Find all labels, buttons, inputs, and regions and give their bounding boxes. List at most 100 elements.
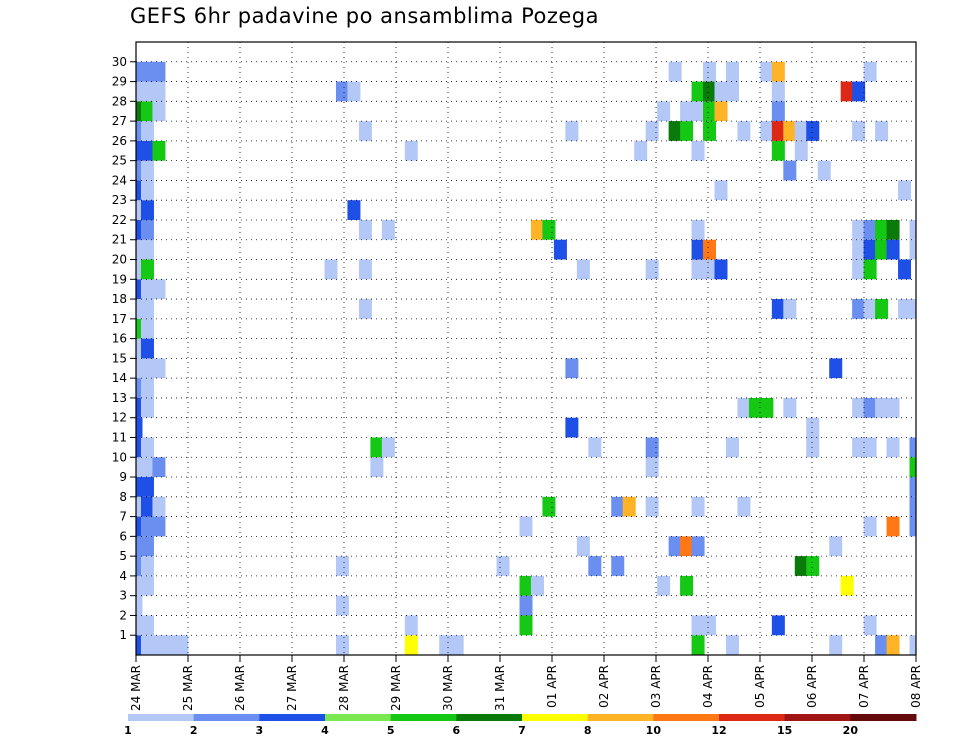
heat-cell (771, 121, 785, 141)
heat-cell (335, 81, 349, 102)
x-tick-label: 26 MAR (233, 665, 247, 711)
heat-cell (140, 575, 154, 596)
heat-cell (152, 516, 166, 537)
heat-cell (175, 635, 189, 655)
heat-cell (140, 259, 154, 280)
heat-cell (404, 140, 418, 161)
heat-cell (852, 239, 866, 260)
y-tick-label: 21 (112, 233, 127, 247)
heat-cell (519, 516, 533, 537)
heat-cell (140, 358, 154, 379)
heat-cell (140, 160, 154, 181)
x-tick-label: 27 MAR (285, 665, 299, 711)
heat-cell (680, 101, 694, 122)
heat-cell (863, 239, 877, 260)
x-tick-label: 29 MAR (389, 665, 403, 711)
heat-cell (703, 101, 717, 122)
heat-cell (611, 556, 625, 576)
heat-cell (140, 180, 154, 201)
heat-cell (152, 457, 166, 478)
heat-cell (783, 397, 797, 418)
heat-cell (852, 397, 866, 418)
heat-cell (136, 417, 143, 438)
heat-cell (875, 397, 889, 418)
heat-cell (875, 635, 889, 655)
heat-cell (404, 615, 418, 636)
y-tick-label: 12 (112, 411, 127, 425)
colorbar-swatch (128, 714, 195, 721)
heat-cell (898, 259, 912, 280)
y-tick-label: 4 (119, 569, 127, 583)
heat-cell (852, 219, 866, 240)
heat-cell (771, 61, 785, 82)
y-tick-label: 30 (112, 55, 127, 69)
heat-cell (140, 457, 154, 478)
heat-cell (840, 575, 854, 596)
heat-cell (136, 239, 143, 260)
colorbar-swatch (719, 714, 786, 721)
colorbar-swatch (456, 714, 523, 721)
heat-cell (703, 81, 717, 102)
heat-cell (714, 180, 728, 201)
heat-cell (645, 437, 659, 458)
heat-cell (898, 299, 912, 319)
heat-cell (335, 595, 349, 616)
heat-cell (519, 575, 533, 596)
heat-cell (886, 239, 900, 260)
heat-cell (136, 219, 143, 240)
y-tick-label: 13 (112, 391, 127, 405)
colorbar-swatch (784, 714, 851, 721)
heat-cell (691, 259, 705, 280)
y-tick-label: 16 (112, 332, 127, 346)
y-tick-label: 1 (119, 628, 127, 642)
heat-cell (852, 121, 866, 141)
heat-cell (703, 61, 717, 82)
heat-cell (771, 615, 785, 636)
heat-cell (136, 140, 143, 161)
heat-cell (852, 259, 866, 280)
heat-cell (657, 575, 671, 596)
colorbar-swatch (390, 714, 457, 721)
x-tick-label: 25 MAR (181, 665, 195, 711)
heat-cell (691, 219, 705, 240)
heat-cell (140, 496, 154, 517)
heat-cell (840, 81, 854, 102)
heat-cell (645, 457, 659, 478)
heat-cell (737, 397, 751, 418)
heat-cell (794, 556, 808, 576)
heat-cell (691, 101, 705, 122)
heat-cell (542, 496, 556, 517)
heat-cell (152, 81, 166, 102)
heat-cell (136, 338, 143, 359)
heat-cell (886, 219, 900, 240)
heat-cell (358, 219, 372, 240)
colorbar-label: 15 (777, 724, 792, 737)
colorbar-swatch (325, 714, 392, 721)
heat-cell (140, 121, 154, 141)
heat-cell (588, 437, 602, 458)
heat-cell (771, 140, 785, 161)
y-tick-label: 15 (112, 351, 127, 365)
colorbar-swatch (587, 714, 654, 721)
heat-cell (737, 121, 751, 141)
heat-cell (140, 219, 154, 240)
y-tick-label: 5 (119, 549, 127, 563)
y-tick-label: 22 (112, 213, 127, 227)
heat-cell (645, 121, 659, 141)
heat-cell (140, 378, 154, 398)
colorbar-swatch (850, 714, 917, 721)
heat-cell (691, 81, 705, 102)
heat-cell (760, 61, 774, 82)
heat-cell (358, 299, 372, 319)
heat-cell (136, 160, 143, 181)
heat-cell (852, 299, 866, 319)
heat-cell (370, 457, 384, 478)
heat-cell (163, 635, 177, 655)
y-tick-label: 27 (112, 114, 127, 128)
heat-cell (530, 219, 544, 240)
heat-cell (140, 318, 154, 339)
y-tick-label: 20 (112, 253, 127, 267)
heat-cell (680, 121, 694, 141)
colorbar-label: 10 (646, 724, 662, 737)
heat-cell (136, 556, 143, 576)
